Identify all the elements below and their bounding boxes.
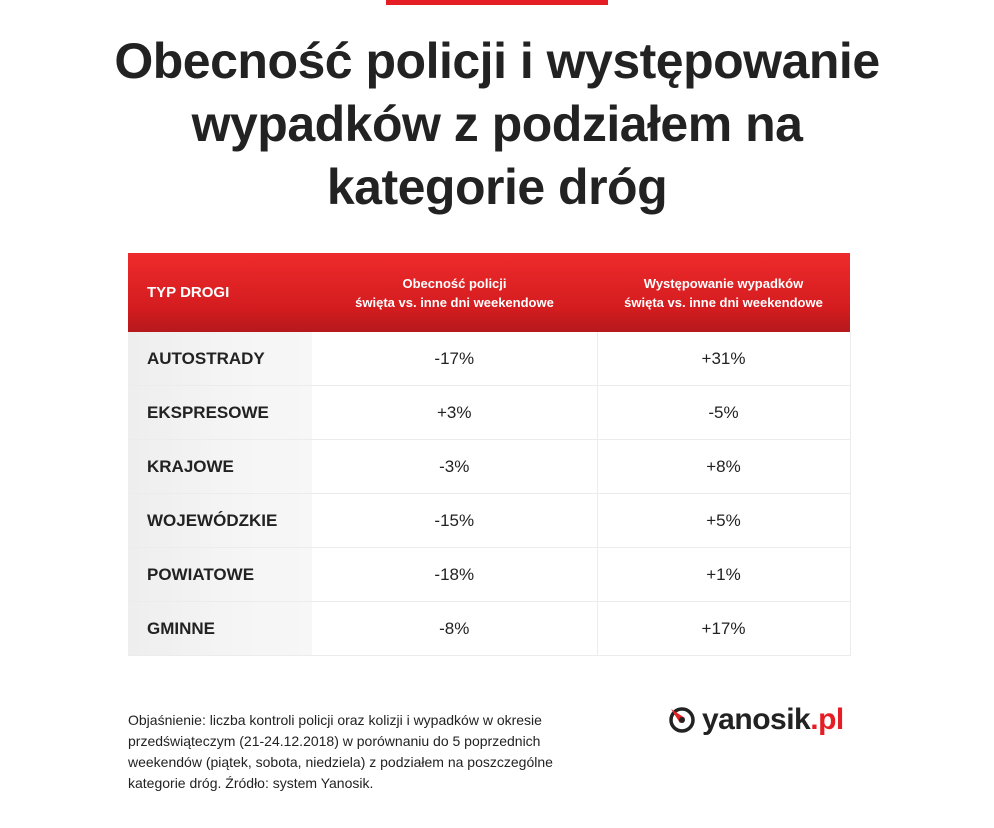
police-value-cell: -17% (312, 332, 598, 386)
brand-tld: .pl (810, 703, 844, 736)
top-accent-bar (386, 0, 608, 5)
police-value-cell: +3% (312, 385, 598, 440)
footnote-line: kategorie dróg. Źródło: system Yanosik. (128, 775, 374, 791)
brand-name: yanosik (702, 703, 811, 736)
road-category-table: TYP DROGI Obecność policji święta vs. in… (128, 253, 851, 656)
table-row: GMINNE -8% +17% (128, 601, 851, 656)
accidents-value-cell: +17% (597, 601, 851, 656)
title-line: kategorie dróg (326, 159, 668, 215)
table-row: POWIATOWE -18% +1% (128, 547, 851, 602)
accidents-value-cell: +1% (597, 547, 851, 602)
header-police-subline: święta vs. inne dni weekendowe (355, 294, 554, 310)
accidents-value-cell: +5% (597, 493, 851, 548)
yanosik-logo-icon (669, 707, 695, 733)
table-row: WOJEWÓDZKIE -15% +5% (128, 493, 851, 548)
table-header-row: TYP DROGI Obecność policji święta vs. in… (128, 253, 850, 332)
table-row: EKSPRESOWE +3% -5% (128, 385, 851, 440)
footnote-line: Objaśnienie: liczba kontroli policji ora… (128, 712, 542, 728)
police-value-cell: -15% (312, 493, 598, 548)
police-value-cell: -18% (312, 547, 598, 602)
footnote: Objaśnienie: liczba kontroli policji ora… (128, 710, 608, 794)
brand-wordmark: yanosik.pl (702, 703, 844, 737)
police-value-cell: -3% (312, 439, 598, 494)
footnote-line: przedświąteczym (21-24.12.2018) w porówn… (128, 733, 541, 749)
page-title: Obecność policji i występowanie wypadków… (0, 30, 994, 219)
accidents-value-cell: -5% (597, 385, 851, 440)
table-row: KRAJOWE -3% +8% (128, 439, 851, 494)
road-type-cell: GMINNE (128, 601, 312, 656)
header-road-type: TYP DROGI (128, 253, 312, 332)
brand-logo: yanosik.pl (668, 700, 844, 740)
header-police-line: Obecność policji (402, 275, 507, 291)
road-type-cell: WOJEWÓDZKIE (128, 493, 312, 548)
header-accidents: Występowanie wypadków święta vs. inne dn… (597, 253, 850, 332)
road-type-cell: EKSPRESOWE (128, 385, 312, 440)
table-row: AUTOSTRADY -17% +31% (128, 332, 851, 386)
footnote-line: weekendów (piątek, sobota, niedziela) z … (128, 754, 553, 770)
title-line: wypadków z podziałem na (191, 96, 803, 152)
police-value-cell: -8% (312, 601, 598, 656)
header-accidents-line: Występowanie wypadków (643, 275, 804, 291)
road-type-cell: POWIATOWE (128, 547, 312, 602)
header-police-presence: Obecność policji święta vs. inne dni wee… (312, 253, 597, 332)
header-accidents-subline: święta vs. inne dni weekendowe (624, 294, 823, 310)
road-type-cell: KRAJOWE (128, 439, 312, 494)
accidents-value-cell: +8% (597, 439, 851, 494)
title-line: Obecność policji i występowanie (114, 33, 880, 89)
road-type-cell: AUTOSTRADY (128, 332, 312, 386)
accidents-value-cell: +31% (597, 332, 851, 386)
